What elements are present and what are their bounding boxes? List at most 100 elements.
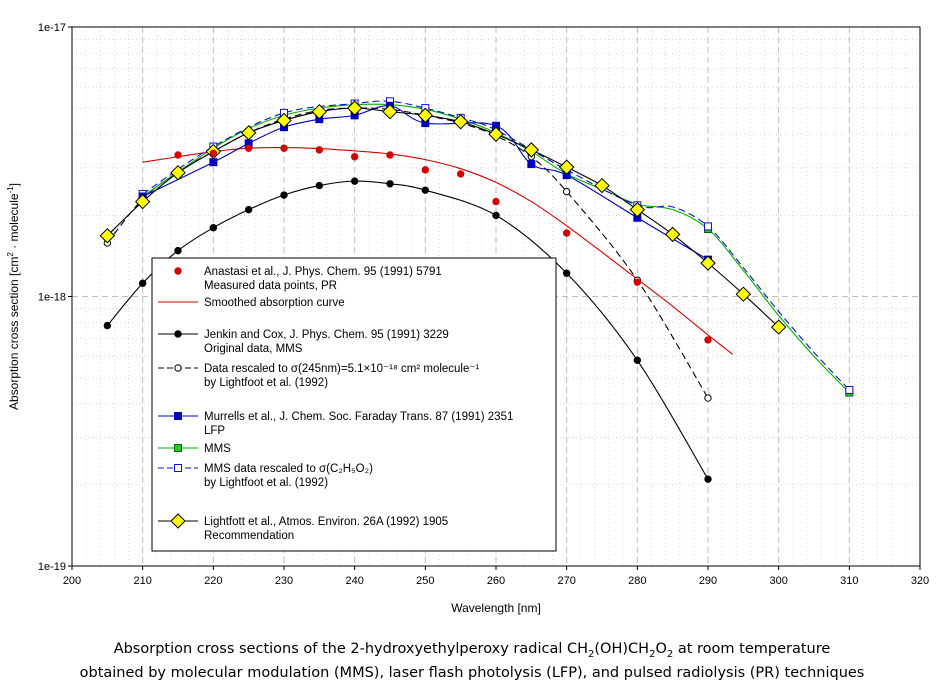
anastasi-points-point [174, 151, 182, 159]
legend-swatch-marker [174, 364, 182, 372]
x-tick-label: 210 [133, 575, 151, 587]
jenkin-original-point [386, 180, 394, 188]
murrells-lfp-point [209, 158, 218, 167]
x-tick-label: 300 [769, 575, 787, 587]
anastasi-points-point [492, 197, 500, 206]
legend-label: Smoothed absorption curve [204, 297, 345, 309]
anastasi-points-point [244, 144, 253, 152]
legend-label: Lightfott et al., Atmos. Environ. 26A (1… [204, 516, 448, 528]
legend-label: MMS data rescaled to σ(C₂H₅O₂) [204, 463, 373, 475]
lightfoot-recommendation-point [735, 286, 752, 302]
legend-swatch-marker [174, 330, 182, 338]
x-tick-label: 200 [63, 575, 81, 587]
jenkin-original-point [633, 356, 642, 364]
legend-label: Murrells et al., J. Chem. Soc. Faraday T… [204, 411, 513, 423]
jenkin-original-point [103, 321, 112, 330]
jenkin-original-point [421, 186, 430, 194]
mms-rescaled-point [704, 222, 712, 231]
figure-caption-line-2: obtained by molecular modulation (MMS), … [79, 665, 865, 681]
legend-swatch-marker [174, 444, 182, 452]
legend-box [151, 257, 557, 552]
x-axis-title: Wavelength [nm] [451, 601, 541, 615]
lightfoot-recommendation-point [523, 142, 540, 158]
lightfoot-recommendation-point [629, 201, 646, 218]
lightfoot-recommendation-point [488, 126, 504, 142]
legend-label: MMS [204, 443, 231, 455]
x-tick-label: 320 [911, 575, 929, 587]
x-tick-label: 260 [487, 575, 505, 587]
anastasi-points-point [633, 278, 642, 286]
jenkin-original-point [562, 269, 571, 277]
y-tick-label: 1e-18 [38, 292, 66, 304]
mms-rescaled-line [142, 100, 850, 391]
x-tick-label: 310 [840, 575, 858, 587]
anastasi-points-point [421, 166, 430, 174]
x-tick-label: 250 [416, 575, 434, 587]
y-axis-title: Absorption cross section [cm2 · molecule… [6, 183, 21, 410]
lightfoot-recommendation-point [99, 228, 116, 244]
legend-swatch-marker [170, 513, 186, 529]
lightfoot-recommendation-point [417, 107, 434, 124]
jenkin-original-point [280, 191, 288, 199]
x-tick-label: 240 [345, 575, 363, 587]
y-tick-label: 1e-17 [38, 22, 66, 34]
x-tick-label: 230 [275, 575, 293, 587]
jenkin-original-point [492, 211, 500, 220]
figure-caption-line-1: Absorption cross sections of the 2-hydro… [113, 641, 831, 660]
legend-label: Recommendation [204, 530, 294, 542]
legend-label: Data rescaled to σ(245nm)=5.1×10⁻¹⁸ cm² … [204, 363, 479, 375]
jenkin-original-point [209, 224, 218, 232]
lightfoot-recommendation-point [770, 319, 787, 335]
anastasi-points-point [704, 336, 712, 344]
x-tick-label: 270 [557, 575, 575, 587]
series-jenkin-original [103, 177, 712, 483]
legend-label: by Lightfoot et al. (1992) [204, 477, 328, 489]
jenkin-original-point [350, 177, 359, 185]
anastasi-points-point [280, 144, 288, 152]
anastasi-points-point [350, 153, 359, 161]
anastasi-points-point [209, 149, 218, 157]
lightfoot-recommendation-point [700, 255, 716, 271]
legend-label: Original data, MMS [204, 343, 303, 355]
legend-label: by Lightfoot et al. (1992) [204, 377, 328, 389]
jenkin-original-point [244, 205, 253, 214]
jenkin-original-point [704, 475, 712, 483]
jenkin-rescaled-point [704, 394, 712, 402]
lightfoot-recommendation-point [382, 103, 398, 120]
legend: Anastasi et al., J. Phys. Chem. 95 (1991… [151, 257, 557, 552]
legend-label: LFP [204, 425, 225, 437]
lightfoot-recommendation-point [134, 193, 151, 210]
x-tick-label: 290 [699, 575, 717, 587]
y-tick-label: 1e-19 [38, 561, 66, 573]
jenkin-rescaled-point [562, 187, 571, 196]
x-tick-label: 280 [628, 575, 646, 587]
legend-label: Jenkin and Cox, J. Phys. Chem. 95 (1991)… [204, 329, 449, 341]
x-tick-label: 220 [204, 575, 222, 587]
legend-swatch-marker [174, 412, 182, 420]
jenkin-original-point [174, 246, 182, 255]
jenkin-original-point [138, 279, 147, 287]
legend-label: Measured data points, PR [204, 280, 337, 292]
mms-rescaled-point [845, 385, 854, 394]
series-anastasi-points [174, 144, 712, 344]
murrells-lfp-point [527, 160, 536, 169]
anastasi-points-point [386, 151, 394, 159]
absorption-chart: 200 210 220 230 240 250 260 270 280 290 300 310 320 1… [6, 22, 929, 615]
anastasi-points-point [315, 146, 324, 154]
lightfoot-recommendation-point [170, 164, 186, 181]
jenkin-original-point [315, 181, 324, 190]
legend-swatch-marker [174, 267, 182, 275]
lightfoot-recommendation-point [594, 177, 610, 194]
legend-label: Anastasi et al., J. Phys. Chem. 95 (1991… [204, 266, 442, 278]
lightfoot-recommendation-point [664, 226, 681, 243]
anastasi-points-point [456, 170, 465, 178]
anastasi-points-point [562, 229, 571, 237]
series-lightfoot-recommendation [99, 100, 787, 335]
lightfoot-recommendation-point [311, 103, 328, 120]
lightfoot-recommendation-point [452, 114, 469, 130]
lightfoot-recommendation-point [558, 159, 575, 175]
legend-swatch-marker [174, 464, 182, 472]
lightfoot-recommendation-point [240, 125, 257, 141]
lightfoot-recommendation-point [276, 112, 292, 129]
lightfoot-recommendation-point [346, 100, 363, 116]
